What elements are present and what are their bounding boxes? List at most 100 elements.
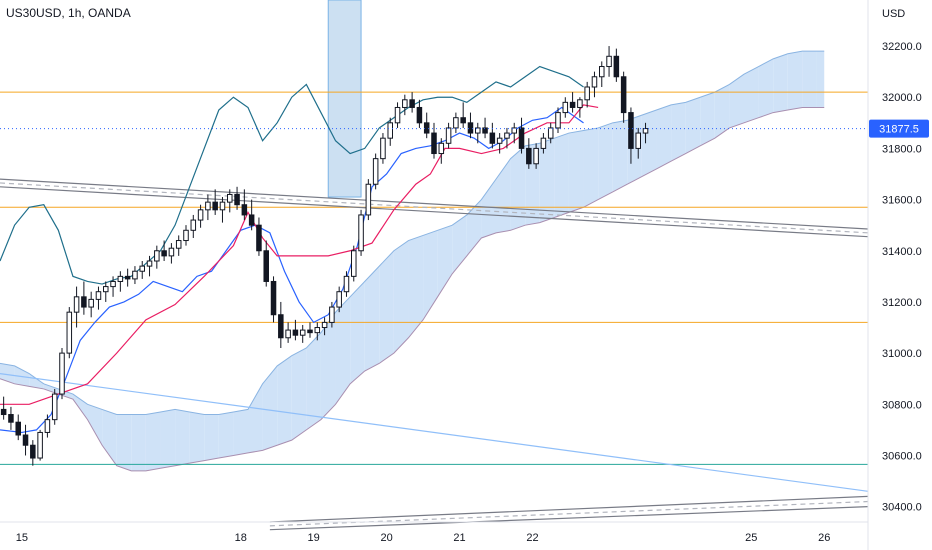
candle (314, 322, 321, 341)
candle (533, 143, 539, 169)
candle (197, 204, 204, 228)
candle-body (438, 142, 445, 155)
candle (212, 189, 218, 215)
time-tick-label: 18 (235, 532, 247, 544)
candle-body (372, 158, 379, 185)
candle-body (431, 132, 437, 155)
candle (278, 301, 284, 348)
candle (154, 245, 160, 269)
cloud-segment (262, 365, 278, 451)
candle (547, 122, 554, 144)
cloud-segment (496, 158, 511, 233)
candle-body (270, 280, 277, 316)
candle-body (416, 106, 423, 124)
candle-body (591, 76, 598, 88)
candle (139, 261, 145, 279)
candle (511, 122, 517, 144)
candle-body (518, 127, 525, 149)
candle (642, 122, 649, 144)
candle-body (292, 329, 299, 336)
cloud-segment (773, 53, 788, 113)
trend-line (0, 186, 869, 238)
candle-body (110, 280, 116, 288)
candle-body (44, 419, 51, 433)
candle (263, 240, 269, 287)
cloud-segment (656, 104, 672, 169)
candle-body (278, 314, 284, 339)
cloud-segment (233, 409, 248, 456)
candle-body (620, 76, 627, 114)
candle (409, 92, 415, 113)
candle (591, 71, 598, 98)
plot-area[interactable] (0, 0, 869, 531)
time-tick-label: 15 (16, 532, 28, 544)
candlesticks[interactable] (0, 46, 649, 466)
cloud-segment (393, 240, 409, 354)
candle-body (460, 117, 466, 124)
candle (482, 117, 488, 139)
cloud-segment (248, 383, 263, 453)
candle (321, 317, 328, 336)
cloud-segment (291, 348, 307, 441)
cloud-segment (598, 122, 613, 200)
cloud-segment (539, 138, 555, 223)
candle-body (30, 444, 36, 459)
candle (227, 189, 233, 213)
cloud-segment (116, 414, 132, 471)
trend-lines (0, 178, 869, 531)
candle (241, 189, 248, 221)
candle (117, 271, 124, 292)
candle-body (285, 329, 291, 339)
trend-line (0, 372, 869, 492)
horizontal-levels (0, 91, 868, 465)
currency-label: USD (882, 8, 905, 20)
candle-body (635, 132, 641, 149)
price-tick-label: 31200.0 (882, 297, 922, 309)
cloud-segment (568, 130, 584, 213)
price-tick-label: 31800.0 (882, 143, 922, 155)
candle-body (37, 431, 43, 459)
candle-body (606, 55, 612, 68)
candle (489, 122, 496, 149)
cloud-segment (802, 51, 817, 108)
candle (59, 348, 65, 400)
candle-body (227, 193, 233, 203)
cloud-segment (379, 250, 394, 364)
cloud-segment (160, 409, 176, 469)
candle (628, 107, 634, 164)
candle (365, 179, 372, 221)
cloud-segment (744, 66, 759, 123)
price-axis[interactable]: USD 30400.0 30600.0 30800.0 31000.0 31200.0 3… (867, 0, 929, 550)
cloud-segment (510, 145, 526, 231)
candle (30, 440, 36, 466)
candle-body (562, 101, 569, 114)
candle-body (511, 127, 517, 134)
cloud-segment (714, 84, 730, 139)
candle (190, 214, 197, 238)
candle-body (380, 137, 386, 160)
cloud-segment (72, 394, 88, 420)
candle-body (547, 127, 554, 139)
candle-body (219, 201, 226, 211)
candle-body (329, 306, 335, 323)
candle-body (642, 128, 649, 134)
candle-body (402, 99, 408, 108)
candle (88, 291, 94, 318)
candle (358, 209, 364, 256)
candle-body (248, 214, 255, 226)
candle-body (409, 99, 415, 108)
candle-body (154, 250, 160, 262)
candle (256, 217, 262, 256)
candle-body (22, 434, 29, 446)
cloud-segment (729, 74, 744, 128)
candle-body (467, 122, 474, 134)
candle (103, 281, 109, 302)
last-price-badge: 31877.5 (869, 119, 929, 138)
time-axis[interactable]: 15 18 19 20 21 22 25 26 (0, 521, 868, 544)
candle (445, 122, 452, 149)
candle-body (540, 137, 547, 149)
cloud-segment (452, 214, 467, 274)
cloud-segment (350, 281, 365, 384)
cloud-segment (700, 92, 715, 146)
